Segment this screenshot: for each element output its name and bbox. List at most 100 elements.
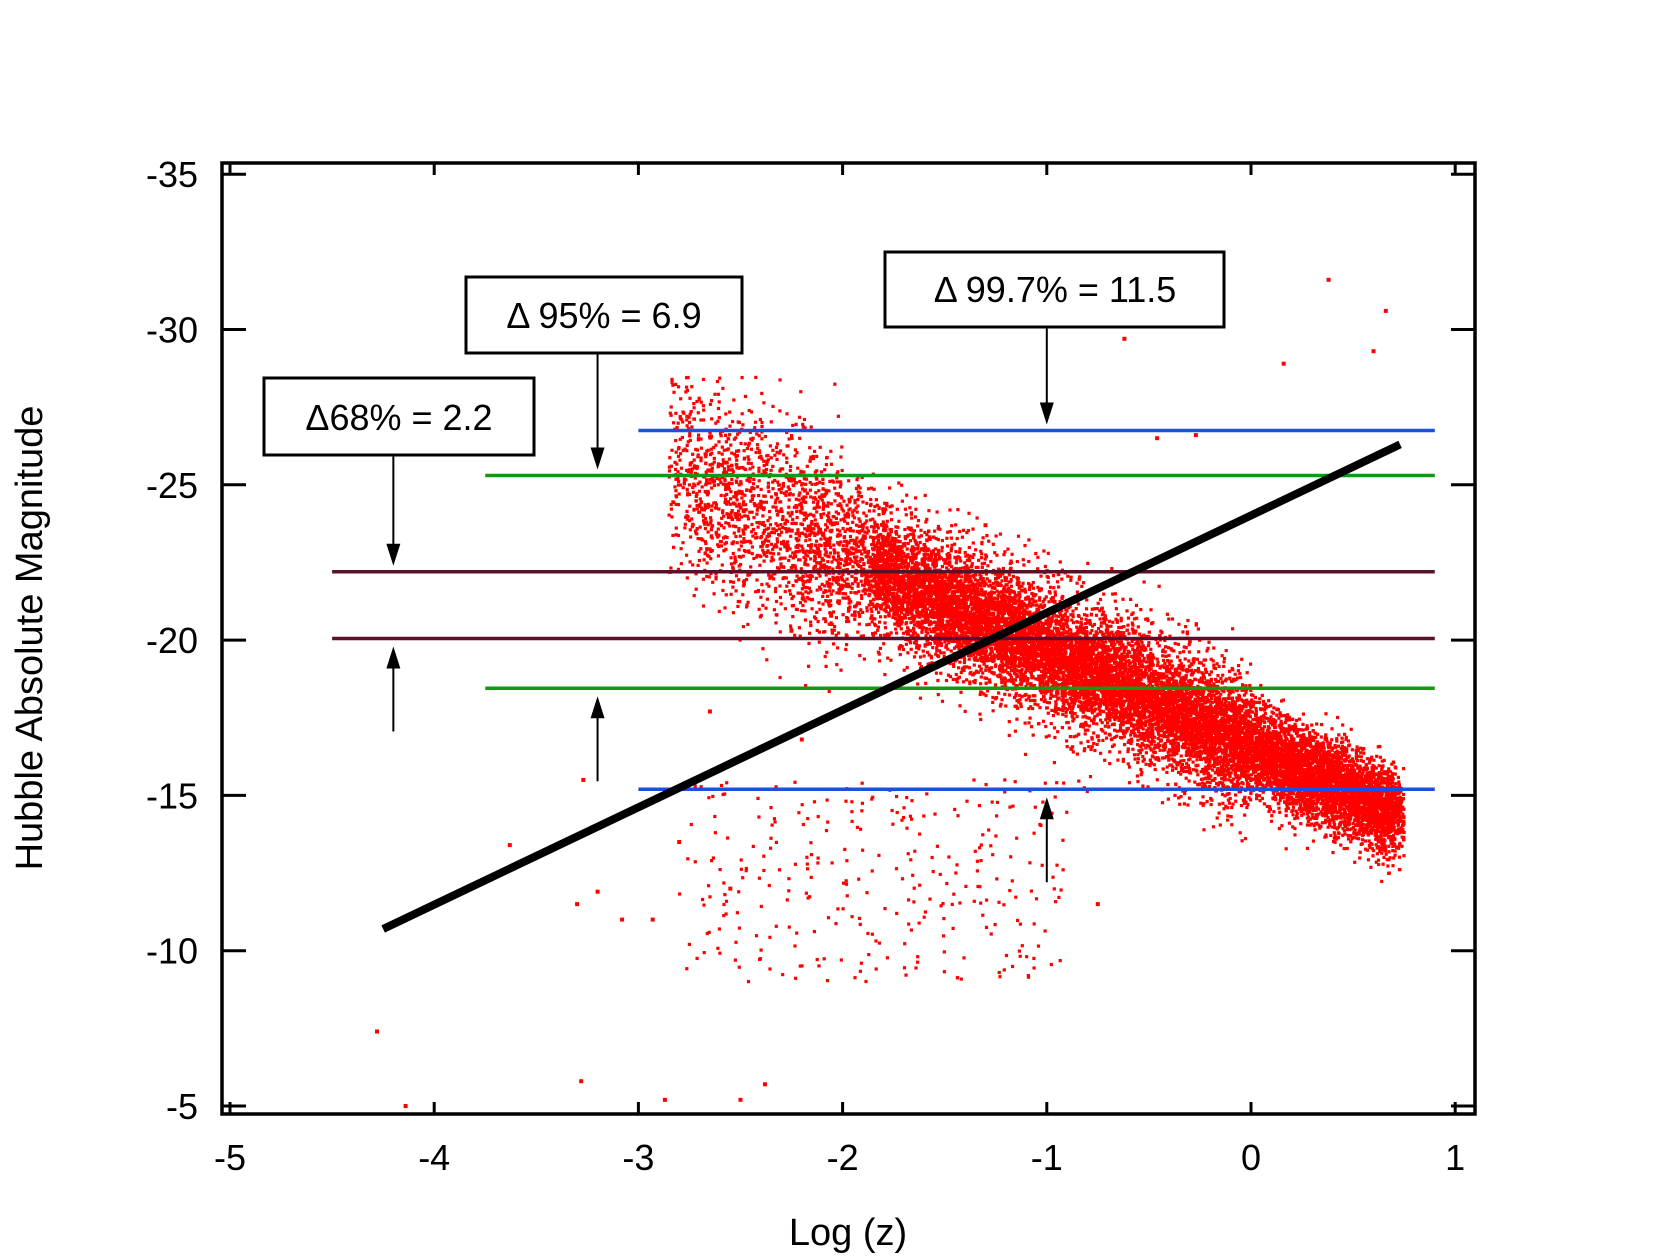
data-point [842,563,846,567]
data-point [1065,621,1069,625]
data-point [1113,599,1117,603]
data-point [1071,719,1075,723]
data-point [1019,663,1023,668]
data-point [1135,652,1139,656]
data-point [1103,758,1107,762]
data-point [1230,696,1235,700]
data-point [1179,772,1183,776]
data-point [767,532,771,536]
data-point [934,633,938,637]
data-point [748,467,752,471]
data-point [762,401,766,405]
data-point [777,527,781,531]
data-point [1272,706,1276,710]
data-point [1171,740,1175,744]
data-point [856,484,861,488]
data-point [1048,585,1053,589]
data-point [871,535,875,540]
data-point [828,479,832,483]
data-point [1140,731,1144,736]
data-point [775,509,779,513]
data-point [1015,560,1019,564]
data-point [1167,646,1171,650]
data-point [702,418,706,422]
data-point [1062,628,1066,632]
data-point [676,477,680,481]
data-point [1147,674,1151,678]
data-point [688,519,692,523]
data-point [1082,626,1086,630]
data-point [1075,581,1079,585]
data-point [1269,715,1273,719]
data-point [869,486,874,490]
data-point [1126,652,1130,656]
data-point [755,553,760,557]
data-point [919,534,923,538]
data-point [1313,731,1317,735]
data-point [1148,758,1153,762]
data-point [1180,768,1184,772]
data-point [907,616,911,621]
data-point [916,543,920,547]
data-point [1186,803,1190,807]
data-point [1095,713,1099,718]
data-point [837,564,841,568]
data-point [836,414,840,418]
data-point [762,459,766,463]
data-point [1039,690,1043,694]
data-point [785,584,789,588]
data-point [795,509,799,513]
data-point [1284,847,1288,851]
data-point [987,678,992,682]
data-point [1049,678,1053,682]
data-point [892,585,896,589]
data-point [1142,721,1146,725]
data-point [860,529,864,533]
data-point [673,460,677,464]
data-point [1361,759,1365,764]
data-point [1358,856,1362,860]
data-point [991,709,995,713]
data-point [1113,592,1117,596]
data-point [914,651,918,655]
data-point [1166,666,1170,671]
data-point [1184,704,1188,708]
data-point [774,493,778,497]
data-point [842,579,847,583]
data-point [837,631,841,635]
data-point [1374,778,1378,782]
data-point [681,486,685,490]
data-point [1001,572,1005,576]
data-point [699,437,703,441]
data-point [1392,834,1396,838]
data-point [1179,733,1183,737]
data-point [791,483,795,487]
data-point [750,522,754,527]
data-point [1029,604,1033,608]
data-point [1273,732,1277,736]
data-point [859,565,863,569]
data-point [732,524,736,528]
data-point [705,561,709,565]
data-point [741,508,745,512]
data-point [1156,737,1160,741]
data-point [1310,745,1314,749]
data-point [830,582,834,586]
data-point [799,390,803,394]
data-point [830,628,834,632]
data-point [1003,683,1007,687]
data-point [755,578,759,582]
data-point [676,385,681,389]
data-point [797,493,801,497]
data-point [1320,756,1324,760]
data-point [813,557,817,561]
data-point [1156,660,1160,664]
data-point [1175,761,1179,765]
data-point [1096,601,1100,605]
data-point [1064,714,1068,718]
data-point [757,434,761,438]
data-point [674,502,678,506]
data-point [1058,560,1062,564]
data-point [830,560,834,564]
data-point [831,610,836,614]
